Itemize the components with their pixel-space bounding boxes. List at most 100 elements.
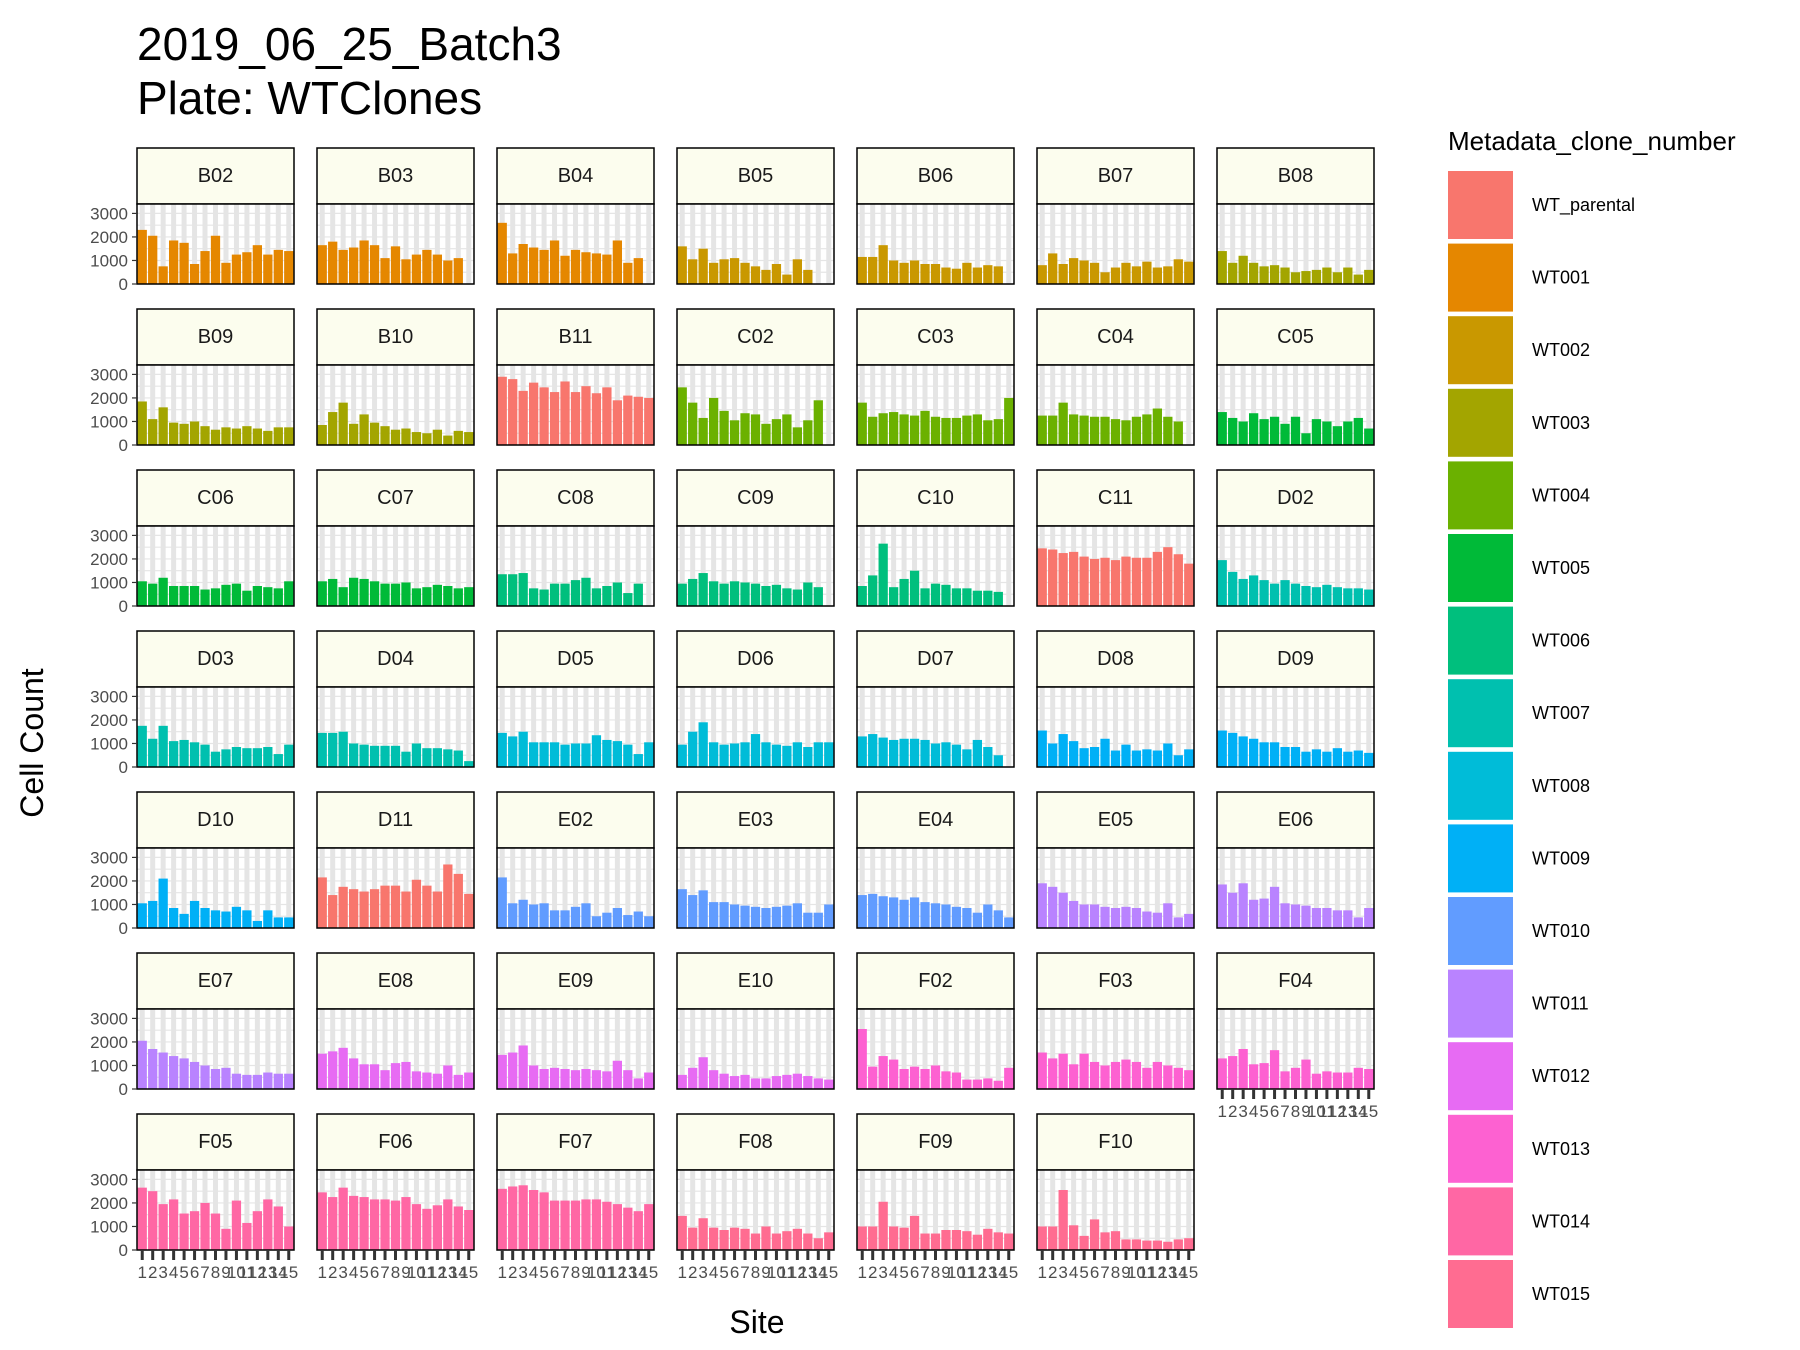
bar-D10-site-8 [210, 910, 221, 928]
facet-strip-label: F02 [918, 970, 952, 992]
facet-panel-F03: F03 [1036, 952, 1195, 1090]
x-tick-label: 6 [1270, 1102, 1279, 1121]
bar-E04-site-7 [920, 902, 930, 928]
bar-B04-site-11 [602, 254, 612, 284]
bar-D04-site-5 [359, 744, 369, 767]
y-tick-label: 2000 [90, 228, 128, 247]
bar-D03-site-13 [263, 747, 273, 767]
bar-B02-site-13 [263, 254, 273, 284]
bar-B02-site-15 [284, 251, 294, 284]
x-tick-label: 3 [698, 1263, 707, 1282]
facet-strip [316, 469, 475, 527]
bar-B04-site-13 [623, 262, 633, 284]
bar-F10-site-7 [1100, 1232, 1110, 1250]
bar-E06-site-4 [1249, 899, 1259, 928]
facet-strip-label: E07 [198, 970, 234, 992]
bar-F08-site-9 [761, 1226, 771, 1250]
bar-F06-site-15 [464, 1210, 474, 1250]
bar-D06-site-12 [792, 742, 802, 767]
legend-label: WT013 [1532, 1139, 1590, 1159]
bar-E06-site-15 [1364, 908, 1374, 928]
bar-F06-site-10 [411, 1204, 422, 1250]
bar-B02-site-6 [189, 264, 200, 284]
bar-E09-site-13 [623, 1070, 633, 1089]
bar-C05-site-2 [1228, 417, 1238, 445]
bar-D03-site-10 [231, 747, 242, 767]
y-tick-label: 0 [119, 436, 128, 455]
facet-panel-B08: B08 [1216, 147, 1375, 285]
bar-E02-site-7 [560, 910, 570, 928]
bar-E02-site-8 [570, 906, 581, 928]
bar-F09-site-8 [930, 1233, 941, 1250]
bar-D10-site-10 [231, 906, 242, 928]
bar-E05-site-5 [1079, 904, 1089, 928]
x-tick-label: 10 [227, 1263, 246, 1282]
bar-D11-site-1 [317, 877, 327, 928]
bar-F10-site-2 [1048, 1226, 1058, 1250]
bar-B11-site-14 [633, 396, 643, 445]
bar-D07-site-3 [878, 737, 888, 767]
bar-D08-site-13 [1163, 743, 1173, 767]
bar-F08-site-7 [740, 1228, 750, 1250]
bar-F02-site-12 [972, 1079, 982, 1089]
bar-E09-site-6 [549, 1067, 560, 1089]
facet-panel-D07: D07 [856, 630, 1015, 768]
bar-B03-site-14 [453, 258, 463, 284]
bar-F09-site-15 [1004, 1233, 1014, 1250]
bar-B02-site-14 [273, 249, 283, 284]
bar-F10-site-4 [1069, 1225, 1079, 1250]
bar-C08-site-10 [591, 588, 602, 606]
bar-B06-site-11 [962, 262, 972, 284]
bar-E06-site-10 [1311, 908, 1322, 928]
bar-F06-site-7 [380, 1199, 390, 1250]
bar-F04-site-5 [1259, 1063, 1269, 1089]
facet-strip [856, 147, 1015, 205]
bar-D06-site-6 [729, 743, 740, 767]
bar-C06-site-5 [179, 586, 189, 606]
panel-border [1036, 525, 1195, 607]
bar-C07-site-4 [349, 577, 359, 606]
panel-border [676, 1008, 835, 1090]
y-tick-label: 0 [119, 919, 128, 938]
bar-F07-site-3 [518, 1185, 528, 1250]
bar-B07-site-12 [1152, 267, 1162, 284]
bar-B02-site-1 [137, 229, 147, 284]
bar-B07-site-9 [1121, 262, 1131, 284]
x-tick-label: 5 [539, 1263, 548, 1282]
bar-E07-site-14 [273, 1073, 283, 1089]
bar-D10-site-2 [148, 900, 158, 928]
bar-D04-site-2 [328, 732, 338, 767]
bar-D08-site-9 [1121, 744, 1131, 767]
bar-D10-site-1 [137, 903, 147, 928]
bar-E10-site-1 [677, 1074, 687, 1089]
bar-B02-site-11 [242, 252, 252, 284]
bar-D11-site-5 [359, 891, 369, 928]
x-tick-label: 14 [989, 1263, 1008, 1282]
facet-strip [496, 630, 655, 688]
facet-panel-D08: D08 [1036, 630, 1195, 768]
bar-B11-site-4 [529, 382, 539, 445]
bar-E09-site-15 [644, 1072, 654, 1089]
panel-border [676, 686, 835, 768]
bar-D09-site-4 [1249, 738, 1259, 767]
bar-F08-site-14 [813, 1238, 823, 1250]
bar-E02-site-10 [591, 916, 602, 928]
legend-key-WT007 [1448, 679, 1513, 748]
panel-border [856, 1008, 1015, 1090]
bar-F04-site-7 [1280, 1071, 1290, 1089]
bar-C10-site-2 [868, 575, 878, 606]
bar-F07-site-11 [602, 1201, 612, 1250]
bar-D09-site-1 [1217, 730, 1227, 767]
bar-B09-site-8 [210, 429, 221, 445]
bar-B08-site-2 [1228, 262, 1238, 284]
bar-D06-site-1 [677, 744, 687, 767]
bar-C05-site-9 [1301, 433, 1311, 445]
bar-B09-site-1 [137, 401, 147, 445]
panel-border [1216, 525, 1375, 607]
bar-E03-site-3 [698, 890, 708, 928]
bar-F05-site-5 [179, 1213, 189, 1250]
bar-E05-site-11 [1142, 911, 1152, 928]
bar-E10-site-10 [771, 1076, 782, 1089]
x-tick-label: 5 [179, 1263, 188, 1282]
bar-D06-site-4 [709, 742, 719, 767]
